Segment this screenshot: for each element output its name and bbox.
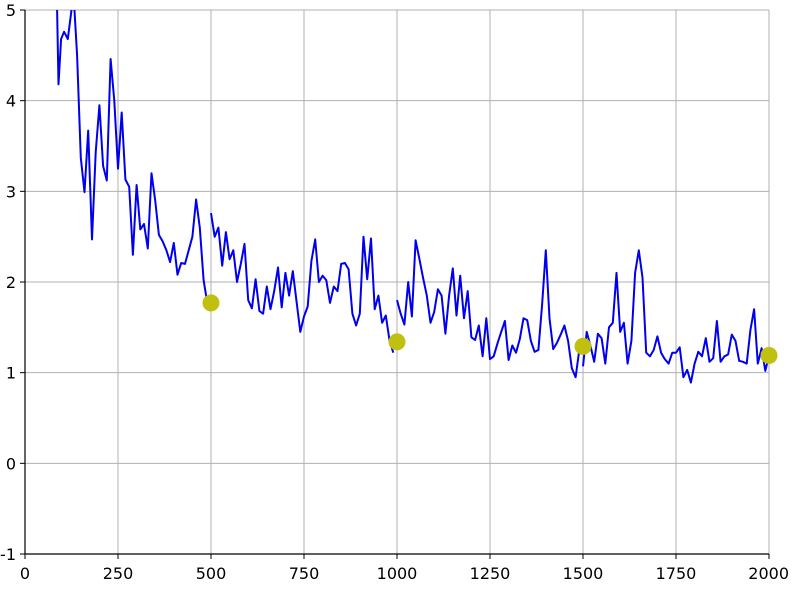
checkpoint-markers [202, 294, 778, 364]
x-tick-label: 2000 [748, 564, 789, 583]
series-line-segment-3 [396, 239, 581, 379]
x-tick-label: 1500 [563, 564, 604, 583]
series-line-segment-4 [582, 249, 769, 384]
y-tick-label: 5 [6, 1, 16, 20]
x-tick-label: 1750 [656, 564, 697, 583]
series-line-segment-1 [51, 10, 209, 304]
x-tick-label: 1250 [470, 564, 511, 583]
marker-point [574, 337, 592, 355]
x-tick-label: 500 [196, 564, 227, 583]
y-tick-label: 3 [6, 182, 16, 201]
y-tick-label: 0 [6, 454, 16, 473]
plot-area [51, 10, 769, 384]
x-tick-label: 750 [289, 564, 320, 583]
grid-lines [24, 9, 770, 555]
y-tick-label: 2 [6, 273, 16, 292]
marker-point [388, 333, 406, 351]
series-line-segment-2 [210, 212, 395, 353]
marker-point [202, 294, 220, 312]
x-tick-label: 0 [20, 564, 30, 583]
y-tick-label: 1 [6, 364, 16, 383]
y-tick-label: 4 [6, 92, 16, 111]
x-tick-label: 1000 [377, 564, 418, 583]
y-tick-label: -1 [0, 545, 16, 564]
x-tick-label: 250 [103, 564, 134, 583]
marker-point [760, 346, 778, 364]
